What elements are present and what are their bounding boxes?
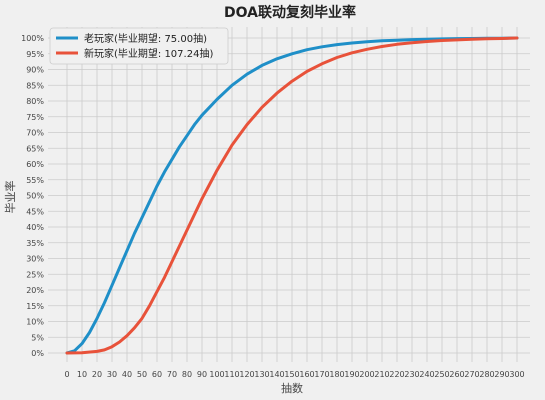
x-tick-label: 300 [509,370,524,379]
y-tick-label: 50% [26,192,44,201]
y-tick-label: 95% [26,50,44,59]
x-axis-label: 抽数 [281,381,303,395]
x-tick-label: 170 [314,370,329,379]
y-tick-label: 0% [31,349,44,358]
grid [48,27,530,362]
x-tick-label: 120 [239,370,254,379]
x-tick-label: 150 [284,370,299,379]
x-tick-label: 230 [404,370,419,379]
x-tick-label: 10 [77,370,87,379]
legend-label-old: 老玩家(毕业期望: 75.00抽) [84,32,207,45]
x-axis-ticks: 0 10 20 30 40 50 60 70 80 90 100 110 120 130 140 150 160… [64,370,524,379]
y-tick-label: 70% [26,129,44,138]
x-tick-label: 180 [329,370,344,379]
y-tick-label: 20% [26,286,44,295]
y-tick-label: 65% [26,144,44,153]
x-tick-label: 30 [107,370,117,379]
x-tick-label: 260 [449,370,464,379]
legend-box [49,27,229,65]
y-tick-label: 80% [26,97,44,106]
x-tick-label: 60 [152,370,162,379]
y-tick-label: 75% [26,113,44,122]
x-tick-label: 40 [122,370,132,379]
legend-label-new: 新玩家(毕业期望: 107.24抽) [84,47,213,60]
y-tick-label: 35% [26,239,44,248]
legend: 老玩家(毕业期望: 75.00抽) 新玩家(毕业期望: 107.24抽) [49,27,229,65]
y-axis-ticks: 0% 5% 10% 15% 20% 25% 30% 35% 40% 45% 50% 55% 60% 65%… [21,34,44,358]
y-tick-label: 30% [26,255,44,264]
y-tick-label: 10% [26,318,44,327]
x-tick-label: 250 [434,370,449,379]
x-tick-label: 290 [494,370,509,379]
series-line-1 [65,36,519,355]
x-tick-label: 110 [224,370,239,379]
y-tick-label: 40% [26,223,44,232]
y-tick-label: 90% [26,66,44,75]
x-tick-label: 210 [374,370,389,379]
y-tick-label: 5% [31,333,44,342]
x-tick-label: 100 [209,370,224,379]
y-tick-label: 25% [26,270,44,279]
series-line-0 [65,36,519,355]
y-tick-label: 60% [26,160,44,169]
x-tick-label: 80 [182,370,192,379]
x-tick-label: 220 [389,370,404,379]
x-tick-label: 240 [419,370,434,379]
x-tick-label: 280 [479,370,494,379]
x-tick-label: 190 [344,370,359,379]
chart-title: DOA联动复刻毕业率 [224,4,356,21]
x-tick-label: 20 [92,370,102,379]
x-tick-label: 130 [254,370,269,379]
y-tick-label: 55% [26,176,44,185]
x-tick-label: 90 [197,370,207,379]
y-axis-label: 毕业率 [3,181,17,214]
x-tick-label: 270 [464,370,479,379]
series-lines [65,36,519,355]
x-tick-label: 70 [167,370,177,379]
x-tick-label: 200 [359,370,374,379]
y-tick-label: 45% [26,207,44,216]
x-tick-label: 50 [137,370,147,379]
y-tick-label: 15% [26,302,44,311]
x-tick-label: 0 [64,370,69,379]
y-tick-label: 100% [21,34,44,43]
x-tick-label: 160 [299,370,314,379]
x-tick-label: 140 [269,370,284,379]
y-tick-label: 85% [26,81,44,90]
